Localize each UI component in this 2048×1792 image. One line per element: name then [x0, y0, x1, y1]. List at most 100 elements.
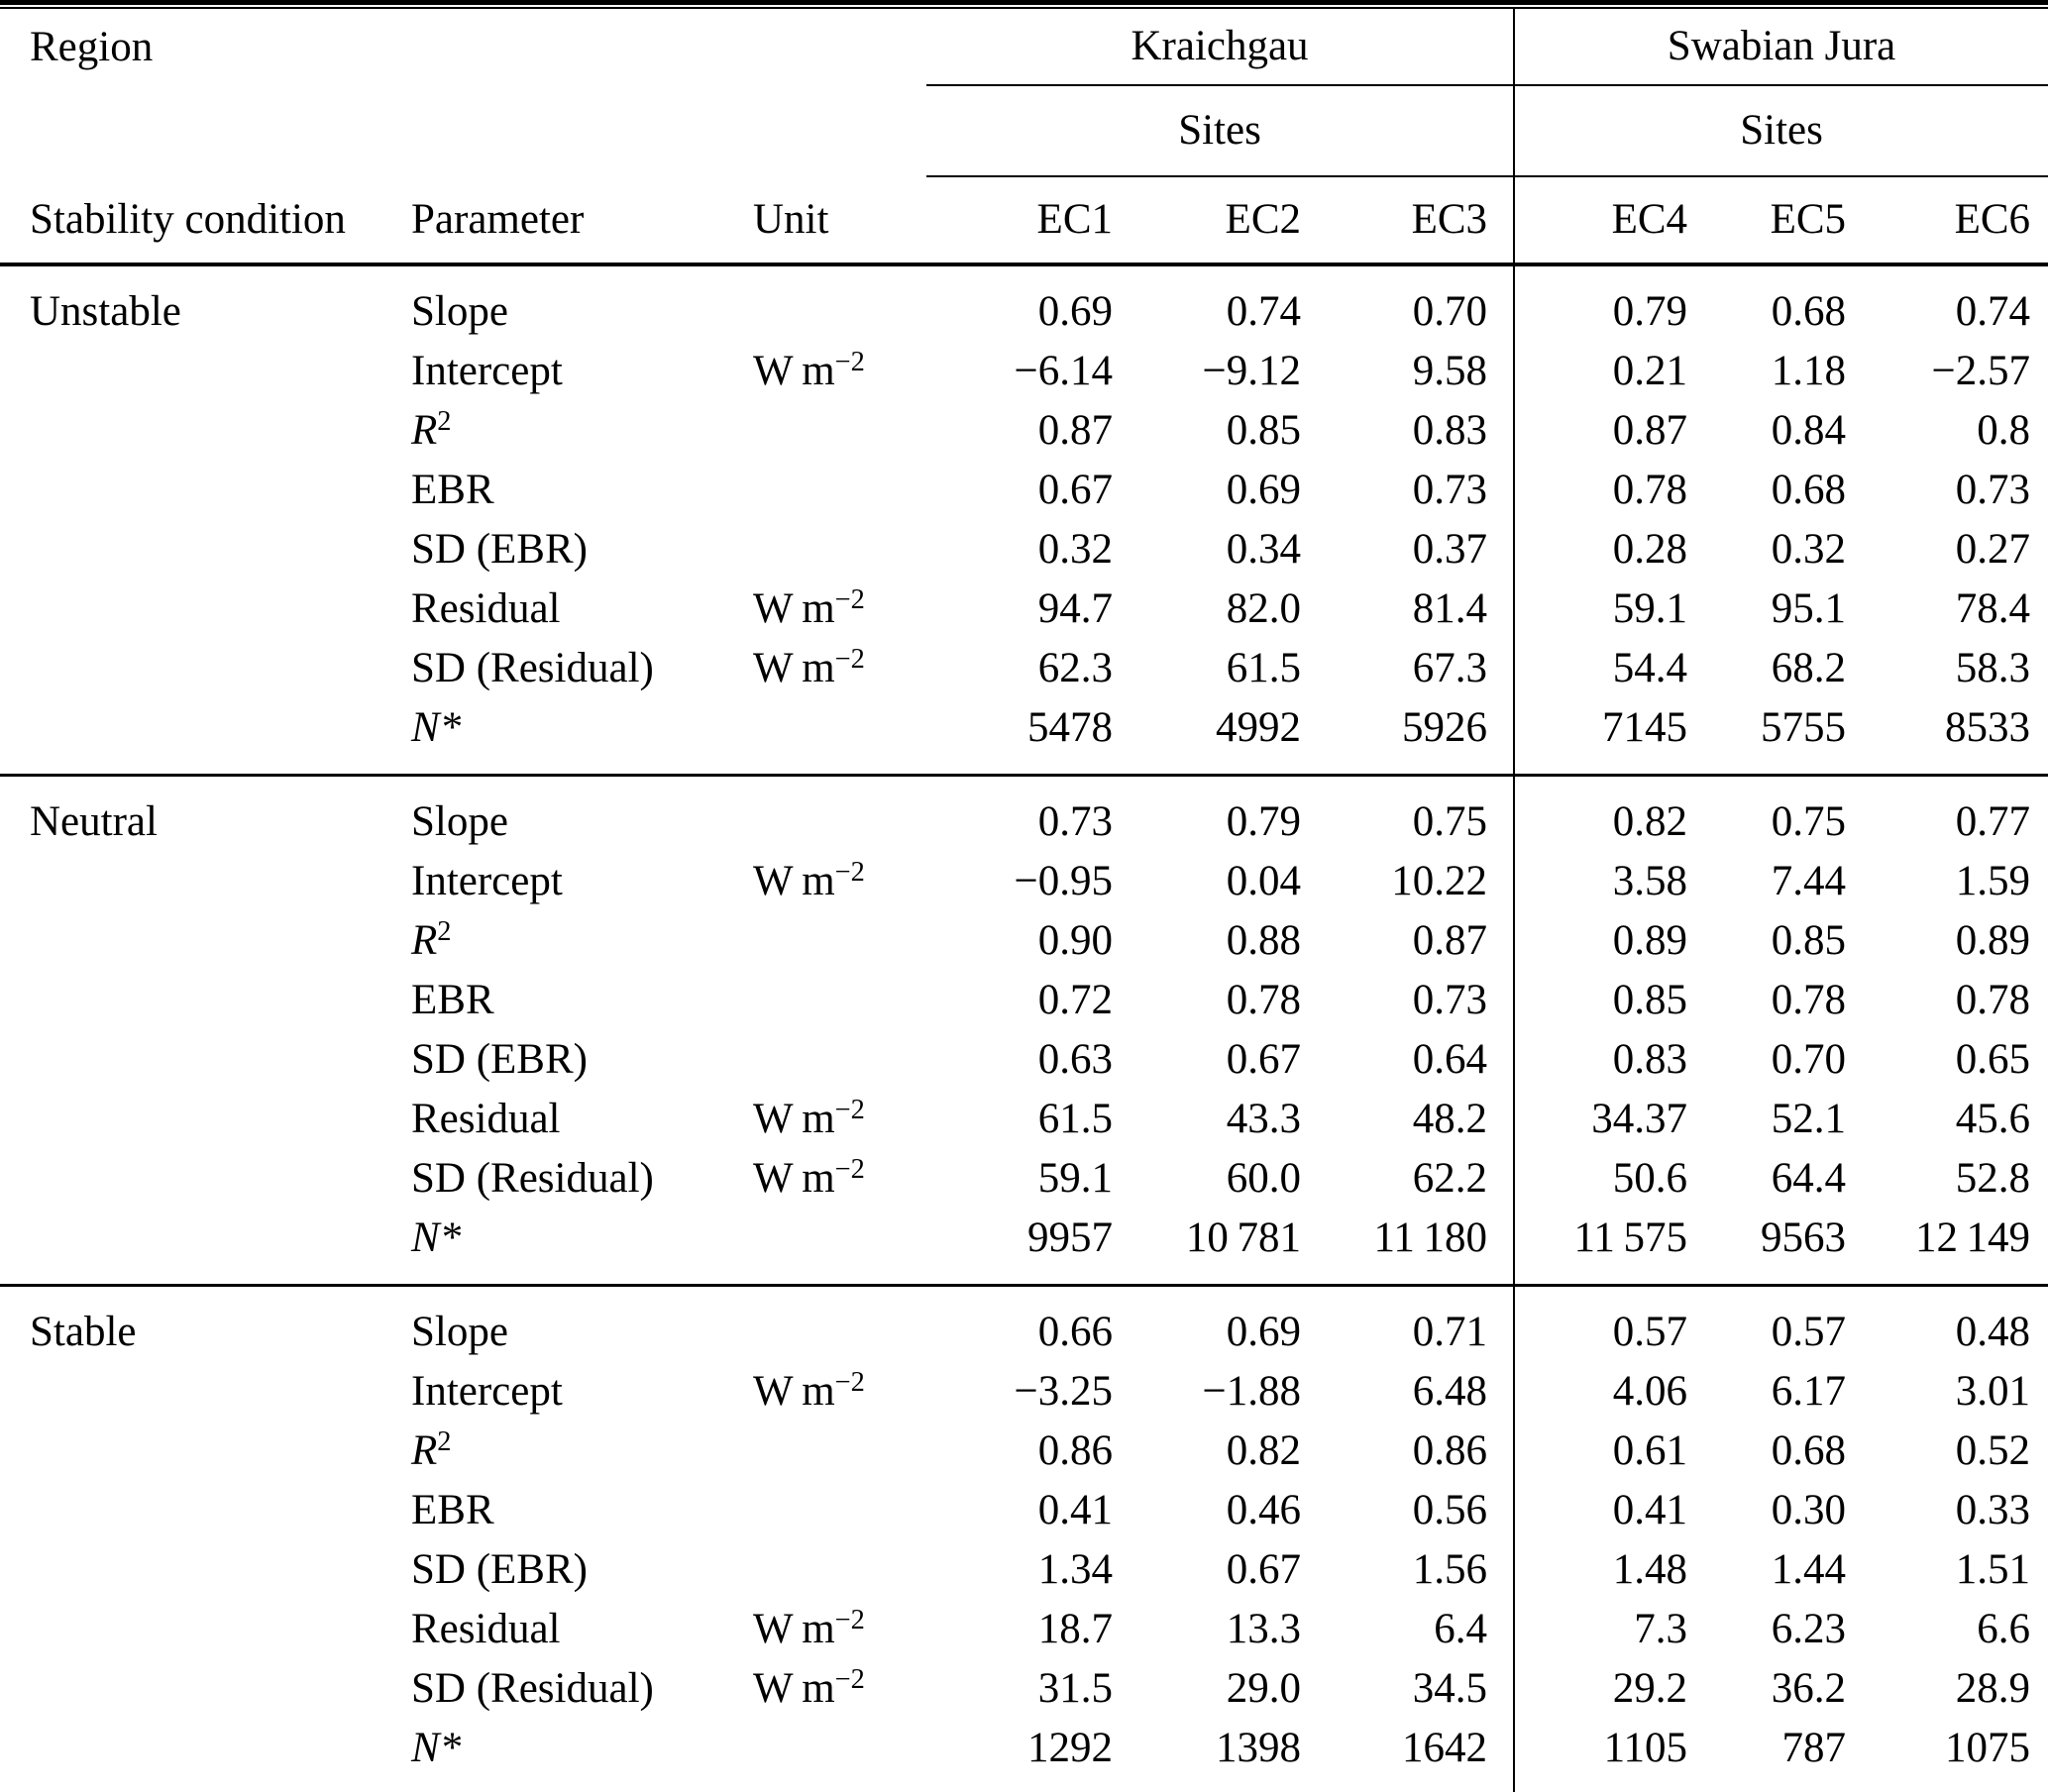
group-header-swabian-jura: Swabian Jura	[1514, 9, 2048, 86]
unit-cell	[753, 1719, 926, 1792]
value-cell: 0.85	[1226, 407, 1301, 454]
value-cell: −0.95	[1014, 858, 1113, 904]
parameter-cell: SD (Residual)	[411, 639, 753, 698]
parameter-cell: SD (Residual)	[411, 1149, 753, 1209]
table-row: Stable Slope 0.66 0.69 0.71 0.57 0.57 0.48	[0, 1284, 2048, 1362]
unit-base: W m	[753, 348, 835, 394]
site-header-ec1: EC1	[926, 176, 1113, 266]
unit-base: W m	[753, 645, 835, 691]
value-cell: 0.61	[1612, 1427, 1688, 1474]
site-header-ec4: EC4	[1514, 176, 1688, 266]
unit-cell	[753, 520, 926, 580]
value-cell: 0.83	[1612, 1036, 1688, 1083]
value-cell: 1292	[1027, 1725, 1113, 1771]
value-cell: 6.6	[1977, 1606, 2031, 1652]
value-cell: 0.82	[1226, 1427, 1301, 1474]
value-cell: 11 575	[1573, 1214, 1688, 1261]
unit-superscript: −2	[834, 1153, 865, 1185]
unit-cell: W m−2	[753, 852, 926, 911]
value-cell: 45.6	[1955, 1096, 2031, 1142]
unit-cell	[753, 698, 926, 776]
table-row: EBR 0.72 0.78 0.73 0.85 0.78 0.78	[0, 971, 2048, 1030]
unit-cell	[753, 401, 926, 461]
value-cell: 0.89	[1612, 917, 1688, 964]
stability-condition-cell	[0, 639, 411, 698]
value-cell: 0.41	[1037, 1487, 1113, 1533]
stability-condition-cell	[0, 971, 411, 1030]
value-cell: 0.70	[1301, 264, 1516, 342]
value-cell: 0.52	[1955, 1427, 2031, 1474]
value-cell: 0.67	[1226, 1546, 1301, 1593]
value-cell: 81.4	[1301, 580, 1516, 639]
table-row: SD (EBR) 0.32 0.34 0.37 0.28 0.32 0.27	[0, 520, 2048, 580]
unit-cell	[753, 264, 926, 342]
value-cell: 0.83	[1301, 401, 1516, 461]
stability-condition-cell	[0, 580, 411, 639]
stability-condition-header: Stability condition	[0, 176, 411, 266]
parameter-label: SD (Residual)	[411, 645, 654, 691]
value-cell: 29.2	[1612, 1665, 1688, 1712]
results-table: Region Kraichgau Swabian Jura Sites Site…	[0, 9, 2048, 1792]
parameter-header: Parameter	[411, 176, 753, 266]
value-cell: 1.56	[1301, 1540, 1516, 1600]
site-header-ec3: EC3	[1301, 176, 1516, 266]
value-cell: 0.78	[1226, 977, 1301, 1023]
sites-label-swabian-jura: Sites	[1514, 85, 2048, 177]
parameter-suffix: *	[441, 1214, 464, 1261]
unit-cell	[753, 1481, 926, 1540]
value-cell: 1.18	[1771, 348, 1847, 394]
stability-condition-cell	[0, 1540, 411, 1600]
value-cell: 61.5	[1226, 645, 1301, 691]
parameter-cell: R2	[411, 401, 753, 461]
value-cell: 0.27	[1955, 526, 2031, 573]
value-cell: 0.69	[1037, 288, 1113, 335]
value-cell: 0.70	[1771, 1036, 1847, 1083]
column-header-row: Stability condition Parameter Unit EC1 E…	[0, 176, 2048, 266]
table-row: N* 9957 10 781 11 180 11 575 9563 12 149	[0, 1209, 2048, 1286]
parameter-label: SD (EBR)	[411, 526, 588, 573]
stability-condition-cell	[0, 401, 411, 461]
table-row: Unstable Slope 0.69 0.74 0.70 0.79 0.68 0.74	[0, 264, 2048, 342]
unit-base: W m	[753, 858, 835, 904]
stability-condition-cell	[0, 1481, 411, 1540]
parameter-label: Slope	[411, 798, 508, 845]
parameter-cell: N*	[411, 1719, 753, 1792]
unit-superscript: −2	[834, 583, 865, 615]
parameter-cell: EBR	[411, 971, 753, 1030]
value-cell: 36.2	[1771, 1665, 1847, 1712]
parameter-label: Intercept	[411, 858, 563, 904]
unit-cell: W m−2	[753, 639, 926, 698]
stability-condition-cell	[0, 1659, 411, 1719]
value-cell: 0.82	[1514, 774, 1688, 852]
parameter-label: SD (Residual)	[411, 1665, 654, 1712]
parameter-superscript: 2	[437, 405, 452, 437]
stability-condition-cell	[0, 520, 411, 580]
table-row: Residual W m−2 94.7 82.0 81.4 59.1 95.1 78.4	[0, 580, 2048, 639]
unit-cell: W m−2	[753, 1362, 926, 1422]
parameter-cell: N*	[411, 698, 753, 776]
value-cell: 18.7	[1037, 1606, 1113, 1652]
stability-condition-cell: Neutral	[0, 774, 411, 852]
value-cell: 7145	[1602, 704, 1688, 751]
unit-cell	[753, 1540, 926, 1600]
value-cell: 4.06	[1612, 1368, 1688, 1415]
table-top-rule	[0, 0, 2048, 9]
value-cell: 0.73	[1955, 467, 2031, 513]
unit-base: W m	[753, 585, 835, 632]
parameter-cell: SD (EBR)	[411, 520, 753, 580]
parameter-label: N	[411, 704, 440, 751]
value-cell: −9.12	[1202, 348, 1301, 394]
value-cell: 0.32	[1771, 526, 1847, 573]
value-cell: 67.3	[1301, 639, 1516, 698]
parameter-label: Residual	[411, 1096, 561, 1142]
value-cell: 5926	[1301, 698, 1516, 776]
value-cell: 1.59	[1955, 858, 2031, 904]
stability-condition-cell	[0, 911, 411, 971]
value-cell: 0.57	[1514, 1284, 1688, 1362]
value-cell: 0.74	[1226, 288, 1301, 335]
value-cell: 31.5	[1037, 1665, 1113, 1712]
value-cell: 0.75	[1301, 774, 1516, 852]
parameter-cell: Slope	[411, 1284, 753, 1362]
value-cell: 0.68	[1771, 1427, 1847, 1474]
